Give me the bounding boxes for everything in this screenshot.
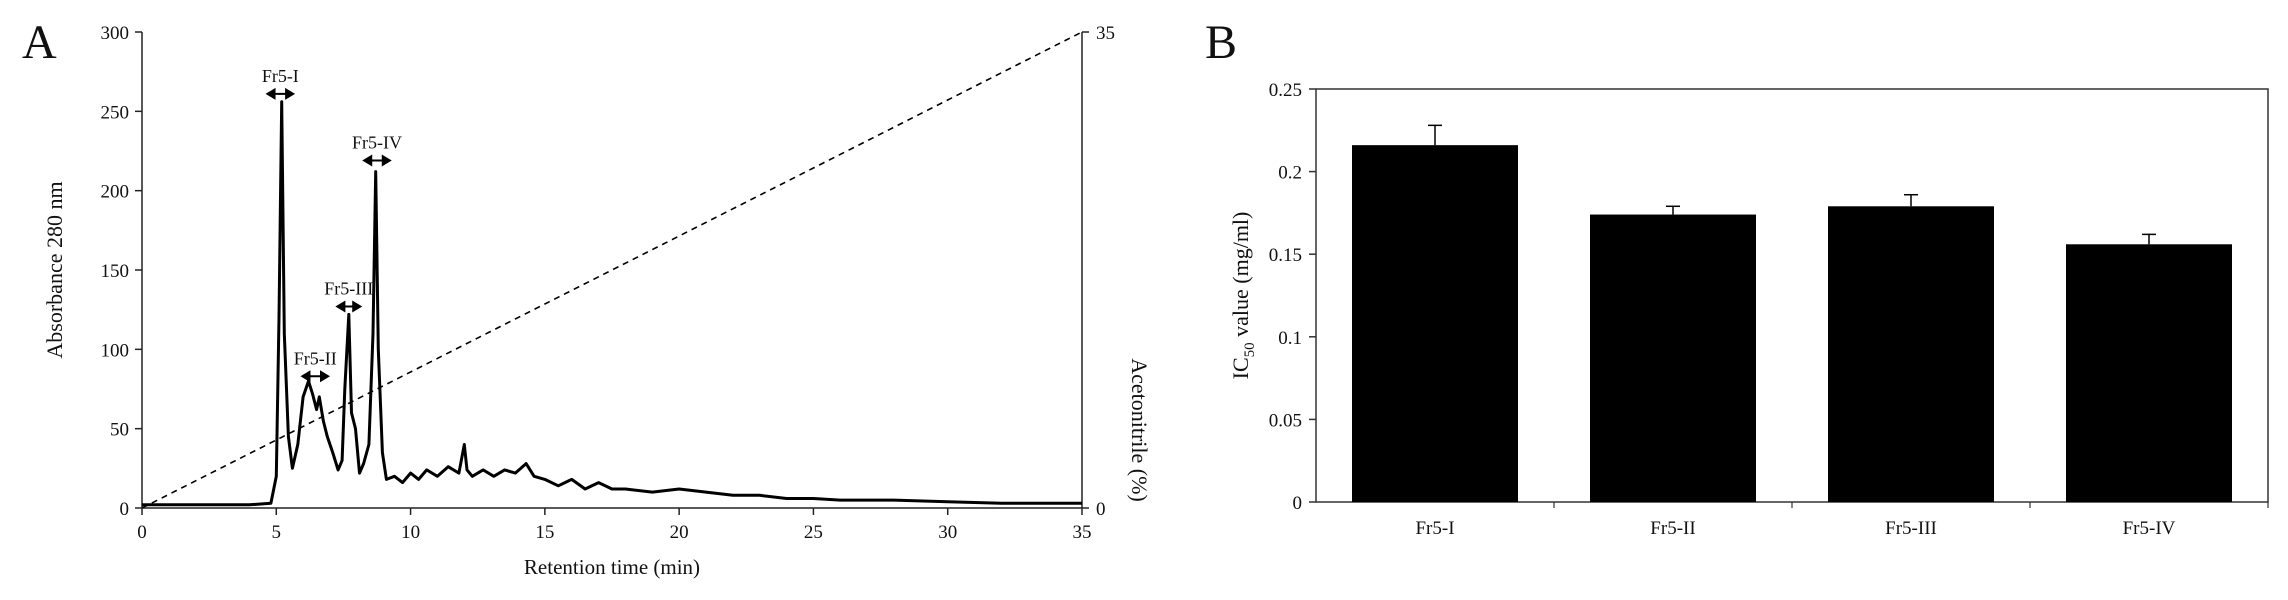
fraction-label: Fr5-I — [262, 66, 299, 86]
x-tick-label: 15 — [535, 522, 554, 543]
arrow-head-right — [381, 154, 392, 167]
y-tick-label: 0.25 — [1269, 80, 1302, 101]
y-tick-label: 50 — [110, 420, 129, 441]
y-tick-label: 0.2 — [1278, 163, 1302, 184]
y-tick-label: 0.1 — [1278, 328, 1302, 349]
x-tick-label: 0 — [137, 522, 147, 543]
x-tick-label: 5 — [272, 522, 282, 543]
x-tick-label: 20 — [670, 522, 689, 543]
y-axis-label: Absorbance 280 nm — [42, 181, 67, 358]
arrow-head-right — [352, 300, 363, 313]
bar — [1590, 214, 1756, 502]
bar — [2066, 244, 2232, 502]
y-axis-label-rest: value (mg/ml) — [1228, 212, 1253, 343]
x-axis-label: Retention time (min) — [524, 555, 700, 579]
arrow-head-right — [285, 87, 296, 100]
y2-axis-label: Acetonitrile (%) — [1127, 358, 1152, 502]
y-tick-label: 0 — [120, 499, 130, 520]
y-tick-label: 0.15 — [1269, 245, 1302, 266]
fraction-label: Fr5-II — [294, 348, 337, 368]
arrow-head-left — [362, 154, 373, 167]
y-tick-label: 250 — [101, 102, 130, 123]
arrow-head-left — [300, 370, 311, 383]
arrow-head-right — [320, 370, 330, 383]
arrow-head-left — [335, 300, 346, 313]
y-axis-label-subscript: 50 — [1242, 342, 1258, 357]
fraction-label: Fr5-III — [324, 278, 373, 298]
bar — [1828, 206, 1994, 503]
y-tick-label: 0 — [1293, 493, 1303, 514]
absorbance-trace — [142, 100, 1082, 507]
y-tick-label: 100 — [101, 340, 130, 361]
y-tick-label: 200 — [101, 182, 130, 203]
y-tick-label: 300 — [101, 23, 130, 44]
x-tick-label: Fr5-I — [1415, 518, 1454, 539]
y-axis-label: IC50 value (mg/ml) — [1228, 212, 1258, 380]
y2-tick-label: 35 — [1096, 23, 1115, 44]
y2-tick-label: 0 — [1096, 499, 1106, 520]
x-tick-label: 30 — [938, 522, 957, 543]
x-tick-label: 25 — [804, 522, 823, 543]
fraction-label: Fr5-IV — [352, 133, 402, 153]
y-tick-label: 150 — [101, 261, 130, 282]
panel-a-letter: A — [22, 16, 57, 69]
x-tick-label: Fr5-II — [1650, 518, 1695, 539]
panel-b-letter: B — [1205, 16, 1237, 69]
x-tick-label: 35 — [1073, 522, 1092, 543]
bar — [1352, 145, 1518, 502]
ic50-bar-chart: 0 0.05 0.1 0.15 0.2 0.25 Fr5-I Fr5-II Fr5-III Fr5… — [1228, 80, 2269, 539]
arrow-head-left — [265, 87, 276, 100]
x-tick-label: Fr5-III — [1885, 518, 1937, 539]
x-tick-label: Fr5-IV — [2123, 518, 2176, 539]
y-tick-label: 0.05 — [1269, 410, 1302, 431]
y-axis-label-main: IC — [1228, 357, 1253, 379]
x-tick-label: 10 — [401, 522, 420, 543]
